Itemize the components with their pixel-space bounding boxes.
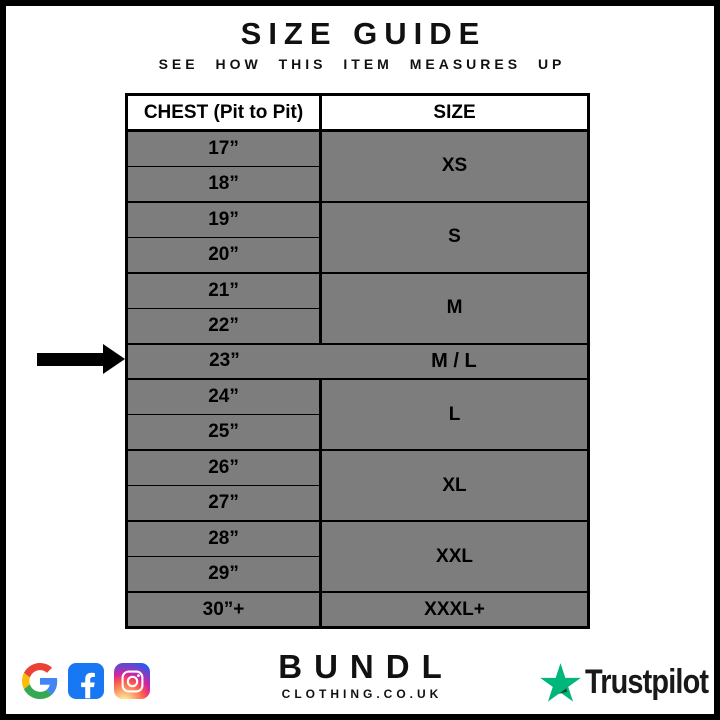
- trustpilot-logo[interactable]: Trustpilot: [540, 663, 709, 702]
- table-row: 22”: [126, 308, 589, 344]
- size-cell: M: [319, 271, 589, 344]
- chest-cell: 23”: [209, 350, 240, 372]
- table-row: 21” M: [126, 271, 589, 344]
- chest-cell: 27”: [126, 485, 321, 521]
- table-row: 30”+ XXXL+: [126, 591, 589, 628]
- page-subtitle: SEE HOW THIS ITEM MEASURES UP: [158, 56, 566, 72]
- instagram-icon[interactable]: [114, 663, 150, 699]
- table-row: 19” S: [126, 200, 589, 273]
- chest-cell: 19”: [126, 200, 321, 238]
- google-icon[interactable]: [22, 663, 58, 699]
- table-row: 25”: [126, 414, 589, 450]
- chest-cell: 28”: [126, 520, 321, 557]
- table-header-row: CHEST (Pit to Pit) SIZE: [126, 94, 589, 132]
- chest-cell: 30”+: [126, 591, 321, 628]
- chest-cell: 21”: [126, 271, 321, 309]
- chest-cell: 26”: [126, 449, 321, 486]
- chest-cell: 24”: [126, 378, 321, 415]
- chest-cell: 25”: [126, 414, 321, 450]
- chest-cell: 20”: [126, 237, 321, 273]
- page-title: SIZE GUIDE: [240, 16, 487, 51]
- facebook-icon[interactable]: [68, 663, 104, 699]
- brand-domain: CLOTHING.CO.UK: [281, 687, 443, 701]
- table-row: 18”: [126, 166, 589, 202]
- chest-cell: 18”: [126, 166, 321, 202]
- table-row: 27”: [126, 485, 589, 521]
- chest-cell: 22”: [126, 308, 321, 344]
- trustpilot-star-icon: [540, 663, 581, 702]
- size-column-header: SIZE: [320, 94, 589, 132]
- chest-cell: 17”: [126, 129, 321, 167]
- size-cell: XL: [319, 449, 589, 521]
- table-row: 24” L: [126, 378, 589, 450]
- bundl-logo: BUNDL CLOTHING.CO.UK: [6, 648, 714, 701]
- social-icons: [22, 663, 150, 699]
- size-cell: XS: [319, 129, 589, 202]
- highlighted-cell: 23” M / L: [126, 342, 589, 379]
- size-guide-table: CHEST (Pit to Pit) SIZE 17” XS 18” 19” S…: [125, 93, 590, 629]
- table-row: 26” XL: [126, 449, 589, 521]
- arrow-right-icon: [37, 344, 125, 374]
- highlighted-row: 23” M / L: [126, 342, 589, 379]
- chest-cell: 29”: [126, 556, 321, 592]
- size-cell: L: [319, 378, 589, 450]
- arrow-head: [103, 344, 125, 374]
- table-row: 20”: [126, 237, 589, 273]
- size-cell: M / L: [431, 349, 477, 372]
- trustpilot-label: Trustpilot: [585, 663, 709, 701]
- size-cell: S: [319, 200, 589, 273]
- arrow-shaft: [37, 352, 103, 366]
- table-row: 29”: [126, 556, 589, 592]
- table-row: 17” XS: [126, 129, 589, 202]
- size-cell: XXXL+: [319, 591, 589, 628]
- size-cell: XXL: [319, 520, 589, 592]
- brand-name: BUNDL: [278, 648, 454, 685]
- chest-column-header: CHEST (Pit to Pit): [126, 94, 323, 132]
- table-row: 28” XXL: [126, 520, 589, 592]
